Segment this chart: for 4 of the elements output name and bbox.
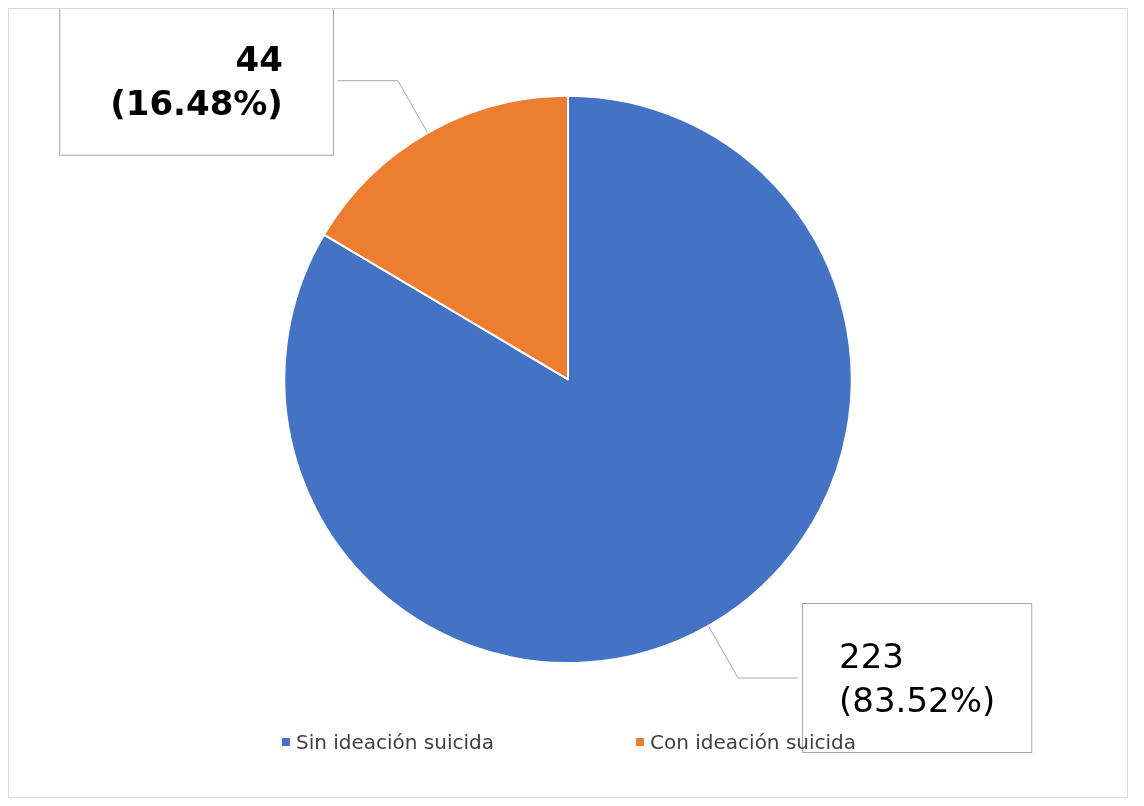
legend-label: Sin ideación suicida (295, 730, 495, 754)
data-label: 223 (83.52%) (839, 636, 996, 720)
legend-label: Con ideación suicida (650, 730, 857, 754)
data-label: 44 (16.48%) (110, 38, 283, 123)
